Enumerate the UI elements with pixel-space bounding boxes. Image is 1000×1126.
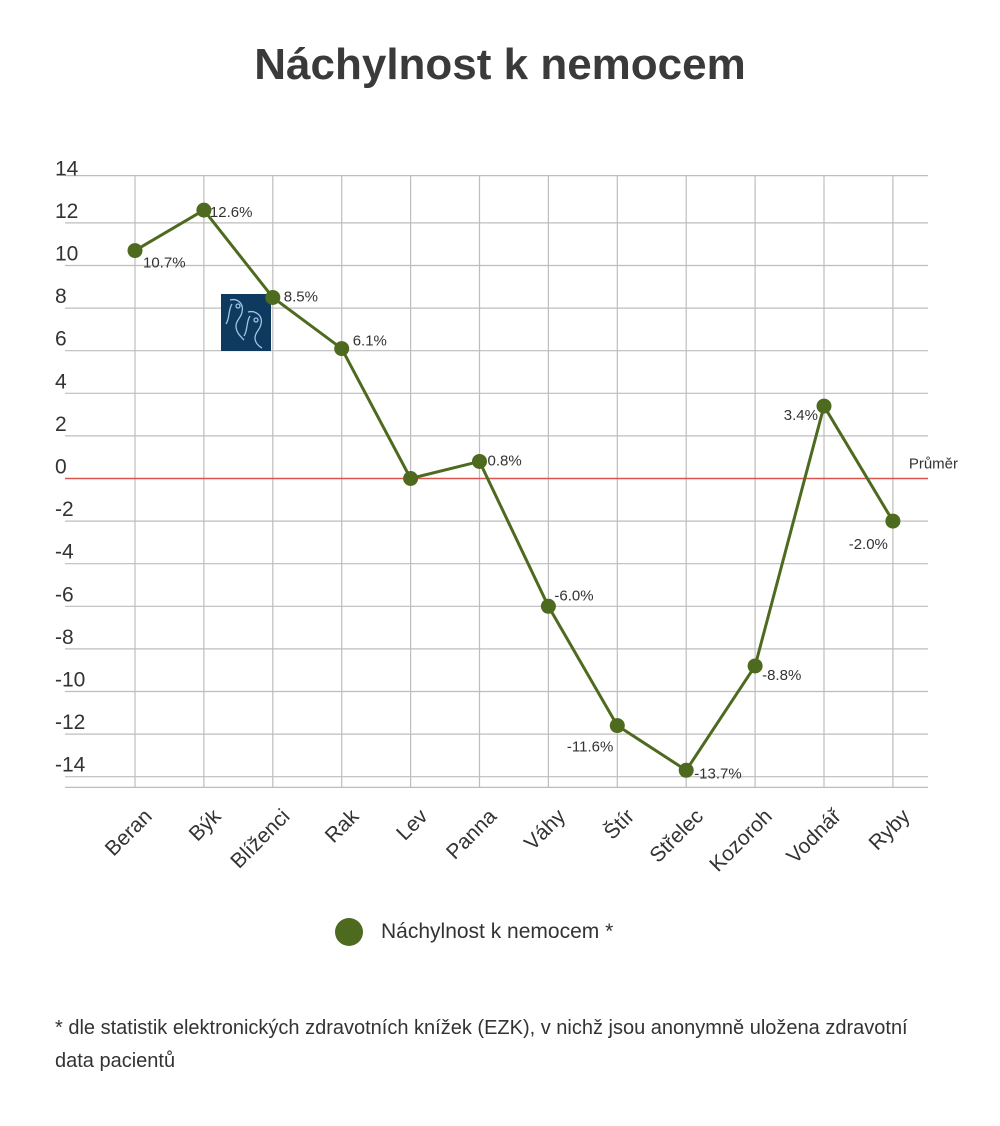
x-tick-label: Rak bbox=[321, 804, 364, 847]
y-tick-label: -8 bbox=[55, 626, 74, 649]
data-point bbox=[196, 202, 212, 218]
data-point bbox=[334, 341, 350, 357]
legend-marker bbox=[335, 918, 363, 946]
data-label: -6.0% bbox=[554, 587, 593, 604]
data-label: -13.7% bbox=[694, 765, 742, 782]
y-tick-label: -2 bbox=[55, 498, 74, 521]
x-tick-label: Štír bbox=[600, 805, 639, 844]
y-tick-label: 14 bbox=[55, 157, 79, 180]
data-point bbox=[472, 453, 487, 469]
data-point bbox=[127, 243, 143, 259]
y-tick-label: -10 bbox=[55, 669, 85, 692]
data-point bbox=[816, 398, 832, 414]
data-label: -2.0% bbox=[849, 536, 888, 553]
chart-title: Náchylnost k nemocem bbox=[254, 40, 746, 89]
y-tick-label: -12 bbox=[55, 711, 85, 734]
y-tick-label: 4 bbox=[55, 370, 67, 393]
data-label: -8.8% bbox=[762, 667, 801, 684]
data-labels: 10.7% 12.6% 8.5% 6.1% 0.8% -6.0% -11.6% -13.7% -… bbox=[143, 204, 888, 782]
line-chart: 14 12 10 8 6 4 2 0 -2 -4 -6 -8 -10 -12 -14 Beran Býk Blí… bbox=[55, 157, 958, 876]
x-tick-label: Váhy bbox=[520, 804, 570, 854]
y-tick-label: 0 bbox=[55, 456, 67, 479]
x-tick-label: Vodnář bbox=[782, 804, 846, 868]
data-label: 3.4% bbox=[784, 407, 818, 424]
grid bbox=[65, 175, 928, 788]
gemini-zodiac-icon bbox=[221, 294, 271, 351]
y-tick-label: 8 bbox=[55, 285, 67, 308]
y-tick-label: 6 bbox=[55, 328, 67, 351]
data-label: 0.8% bbox=[488, 452, 522, 469]
reference-line-label: Průměr bbox=[909, 456, 958, 473]
data-point bbox=[885, 513, 901, 529]
data-point bbox=[678, 762, 694, 778]
y-tick-label: 12 bbox=[55, 200, 78, 223]
x-tick-label: Ryby bbox=[865, 804, 915, 854]
x-tick-label: Kozoroh bbox=[705, 805, 777, 877]
x-tick-label: Lev bbox=[392, 804, 433, 845]
y-tick-label: -4 bbox=[55, 541, 74, 564]
y-tick-label: 2 bbox=[55, 413, 67, 436]
data-label: -11.6% bbox=[567, 739, 613, 756]
y-axis: 14 12 10 8 6 4 2 0 -2 -4 -6 -8 -10 -12 -14 bbox=[55, 157, 86, 776]
data-label: 10.7% bbox=[143, 255, 186, 272]
x-tick-label: Střelec bbox=[645, 805, 707, 867]
x-tick-label: Panna bbox=[442, 805, 501, 864]
y-tick-label: -14 bbox=[55, 754, 86, 777]
legend: Náchylnost k nemocem * bbox=[335, 918, 613, 946]
series-line bbox=[134, 208, 895, 773]
reference-line-group: Průměr bbox=[65, 456, 958, 480]
data-label: 8.5% bbox=[284, 288, 318, 305]
data-label: 6.1% bbox=[353, 333, 387, 350]
x-axis: Beran Býk Blíženci Rak Lev Panna Váhy Štír Střel… bbox=[101, 804, 915, 876]
data-label: 12.6% bbox=[210, 204, 253, 221]
data-point bbox=[609, 718, 625, 734]
x-tick-label: Blíženci bbox=[226, 805, 294, 873]
data-points bbox=[127, 202, 901, 778]
y-tick-label: -6 bbox=[55, 583, 74, 606]
data-point bbox=[265, 289, 281, 305]
data-point bbox=[540, 598, 556, 614]
legend-label: Náchylnost k nemocem * bbox=[381, 920, 614, 943]
data-point bbox=[747, 658, 763, 674]
y-tick-label: 10 bbox=[55, 243, 78, 266]
x-tick-label: Býk bbox=[185, 804, 226, 845]
footnote: * dle statistik elektronických zdravotní… bbox=[55, 1017, 908, 1072]
x-tick-label: Beran bbox=[101, 805, 157, 861]
data-point bbox=[403, 471, 419, 486]
